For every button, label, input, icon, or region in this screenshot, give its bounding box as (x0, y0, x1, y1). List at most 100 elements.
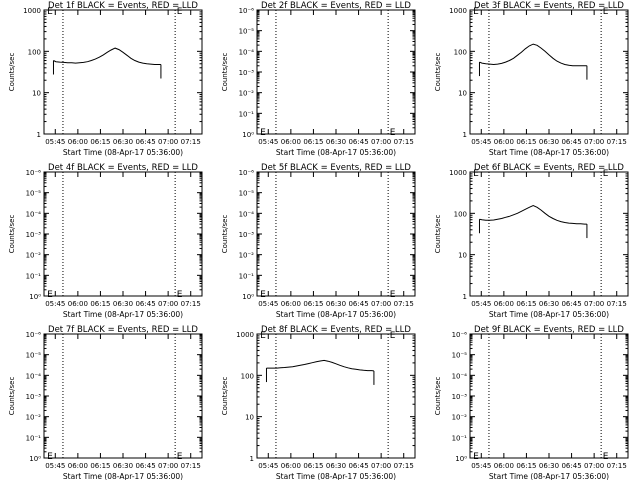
y-tick-label: 10⁻⁴ (26, 372, 42, 380)
x-tick-label: 06:15 (90, 138, 110, 146)
x-tick-label: 06:00 (281, 138, 301, 146)
event-marker-label: E (603, 169, 609, 179)
y-tick-label: 10⁻² (26, 252, 42, 260)
x-tick-label: 06:00 (494, 300, 514, 308)
x-tick-label: 06:45 (348, 462, 368, 470)
x-axis-label: Start Time (08-Apr-17 05:36:00) (63, 310, 183, 319)
x-tick-label: 06:30 (326, 462, 346, 470)
x-tick-label: 07:00 (584, 300, 604, 308)
y-tick-label: 10⁻² (239, 90, 255, 98)
y-tick-label: 1000 (449, 169, 467, 177)
chart-title: Det 1f BLACK = Events, RED = LLD (48, 1, 198, 11)
y-tick-label: 100 (454, 48, 467, 56)
plot-frame (43, 171, 203, 297)
y-axis-label: Counts/sec (434, 377, 442, 416)
x-tick-label: 06:45 (561, 300, 581, 308)
y-tick-label: 1 (463, 131, 467, 139)
x-tick-label: 06:00 (494, 462, 514, 470)
x-axis-label: Start Time (08-Apr-17 05:36:00) (63, 148, 183, 157)
y-tick-label: 100 (241, 372, 254, 380)
y-tick-label: 1000 (449, 7, 467, 15)
event-marker-label: E (603, 7, 609, 17)
x-axis-label: Start Time (08-Apr-17 05:36:00) (489, 472, 609, 480)
y-tick-label: 10⁻² (239, 252, 255, 260)
event-marker-label: E (473, 452, 479, 462)
x-tick-label: 05:45 (471, 138, 491, 146)
y-axis-label: Counts/sec (221, 53, 229, 92)
y-tick-label: 10⁻⁴ (452, 372, 468, 380)
chart-panel-3: Det 3f BLACK = Events, RED = LLD Counts/s… (434, 1, 629, 157)
x-tick-label: 06:15 (303, 138, 323, 146)
x-tick-label: 05:45 (258, 300, 278, 308)
y-axis-label: Counts/sec (221, 215, 229, 254)
x-tick-label: 05:45 (258, 462, 278, 470)
x-tick-label: 06:30 (113, 138, 133, 146)
x-tick-label: 06:45 (135, 138, 155, 146)
plot-frame (256, 171, 416, 297)
x-tick-label: 06:30 (539, 300, 559, 308)
plot-frame (469, 171, 629, 297)
y-axis-label: Counts/sec (221, 377, 229, 416)
event-marker-label: E (390, 128, 396, 138)
x-tick-label: 05:45 (45, 462, 65, 470)
x-tick-label: 07:15 (607, 138, 627, 146)
x-tick-label: 06:30 (539, 138, 559, 146)
x-tick-label: 06:00 (68, 300, 88, 308)
y-tick-label: 10⁰ (242, 293, 254, 301)
x-tick-label: 05:45 (258, 138, 278, 146)
y-tick-label: 100 (28, 48, 41, 56)
event-marker-label: E (47, 7, 53, 17)
x-axis-label: Start Time (08-Apr-17 05:36:00) (489, 310, 609, 319)
x-tick-label: 07:15 (607, 300, 627, 308)
y-tick-label: 10⁻⁶ (26, 169, 42, 177)
chart-panel-4: Det 4f BLACK = Events, RED = LLD Counts/s… (8, 163, 203, 319)
events-series-line (479, 43, 587, 67)
x-tick-label: 06:15 (516, 300, 536, 308)
x-tick-label: 06:45 (135, 300, 155, 308)
y-tick-label: 100 (454, 210, 467, 218)
plot-frame (43, 9, 203, 135)
x-tick-label: 07:00 (371, 300, 391, 308)
chart-title: Det 7f BLACK = Events, RED = LLD (48, 325, 198, 335)
y-tick-label: 10⁻³ (26, 393, 42, 401)
x-tick-label: 06:45 (348, 300, 368, 308)
y-tick-label: 10 (458, 90, 467, 98)
y-tick-label: 1 (250, 455, 254, 463)
y-tick-label: 10⁻⁵ (239, 28, 255, 36)
x-tick-label: 07:15 (394, 300, 414, 308)
y-tick-label: 10⁰ (455, 455, 467, 463)
x-tick-label: 07:00 (371, 138, 391, 146)
y-tick-label: 10⁻⁶ (452, 331, 468, 339)
chart-title: Det 4f BLACK = Events, RED = LLD (48, 163, 198, 173)
x-tick-label: 05:45 (471, 300, 491, 308)
event-marker-label: E (473, 169, 479, 179)
chart-panel-9: Det 9f BLACK = Events, RED = LLD Counts/s… (434, 325, 629, 480)
y-tick-label: 10⁻³ (452, 393, 468, 401)
x-tick-label: 06:15 (303, 300, 323, 308)
y-axis-label: Counts/sec (8, 215, 16, 254)
x-tick-label: 06:00 (68, 138, 88, 146)
chart-panel-1: Det 1f BLACK = Events, RED = LLD Counts/s… (8, 1, 203, 157)
event-marker-label: E (177, 290, 183, 300)
y-tick-label: 10⁻² (452, 414, 468, 422)
chart-panel-6: Det 6f BLACK = Events, RED = LLD Counts/s… (434, 163, 629, 319)
x-tick-label: 07:15 (181, 138, 201, 146)
y-axis-label: Counts/sec (8, 53, 16, 92)
event-marker-label: E (390, 331, 396, 341)
x-tick-label: 06:15 (516, 138, 536, 146)
plot-frame (469, 9, 629, 135)
y-tick-label: 10⁻¹ (26, 434, 42, 442)
y-tick-label: 10⁻⁵ (26, 190, 42, 198)
x-tick-label: 06:30 (326, 138, 346, 146)
y-axis-label: Counts/sec (8, 377, 16, 416)
y-tick-label: 10⁰ (29, 293, 41, 301)
y-tick-label: 10⁻³ (26, 231, 42, 239)
x-tick-label: 07:15 (181, 300, 201, 308)
chart-title: Det 8f BLACK = Events, RED = LLD (261, 325, 411, 335)
x-tick-label: 06:30 (539, 462, 559, 470)
x-tick-label: 05:45 (471, 462, 491, 470)
chart-panel-7: Det 7f BLACK = Events, RED = LLD Counts/s… (8, 325, 203, 480)
y-tick-label: 10 (245, 414, 254, 422)
x-tick-label: 07:00 (584, 462, 604, 470)
